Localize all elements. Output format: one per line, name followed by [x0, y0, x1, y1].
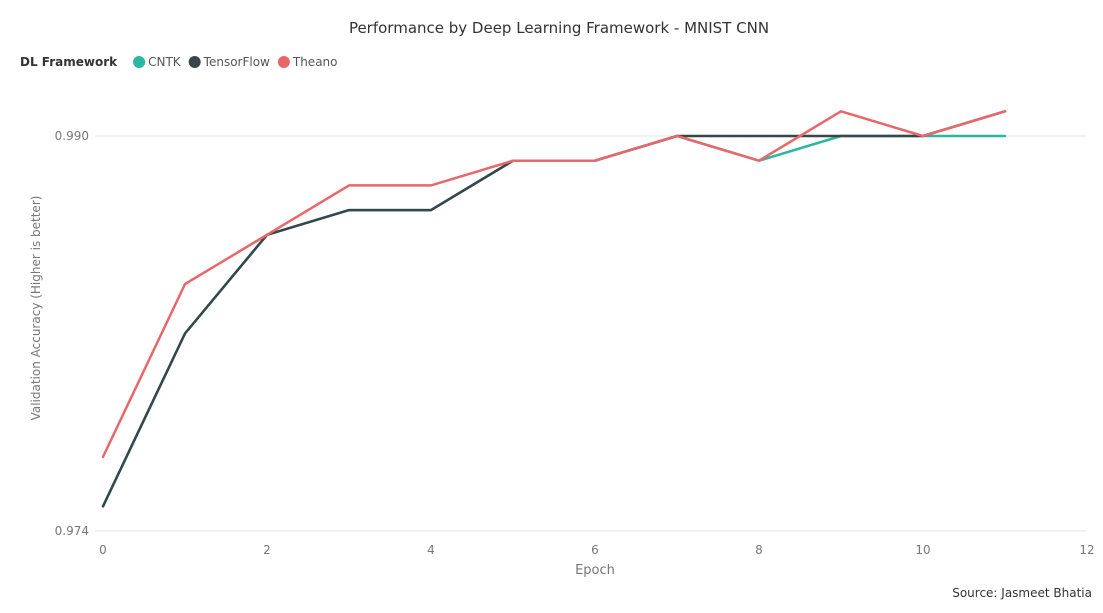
y-axis: 0.974 0.990	[55, 129, 89, 538]
x-tick-label: 0	[99, 543, 107, 557]
legend-item-tensorflow[interactable]: TensorFlow	[188, 55, 270, 69]
legend-title: DL Framework	[20, 55, 118, 69]
series-lines	[101, 110, 1007, 508]
legend-label: Theano	[292, 55, 338, 69]
gridlines	[95, 135, 1087, 532]
x-tick-label: 4	[427, 543, 435, 557]
legend-marker	[188, 56, 201, 68]
x-tick-label: 2	[263, 543, 271, 557]
x-axis-label: Epoch	[575, 563, 615, 578]
legend: DL Framework CNTK TensorFlow Theano	[20, 55, 338, 69]
x-tick-label: 6	[591, 543, 599, 557]
y-axis-label: Validation Accuracy (Higher is better)	[29, 196, 43, 421]
chart-title: Performance by Deep Learning Framework -…	[349, 19, 769, 37]
legend-label: TensorFlow	[203, 55, 270, 69]
legend-item-cntk[interactable]: CNTK	[133, 55, 182, 69]
y-tick-label: 0.990	[55, 129, 89, 143]
x-tick-label: 12	[1079, 543, 1094, 557]
series-line-cntk	[101, 134, 1007, 508]
series-line-tensorflow	[101, 110, 1007, 508]
x-tick-label: 10	[915, 543, 930, 557]
legend-item-theano[interactable]: Theano	[277, 55, 338, 69]
x-axis: 0 2 4 6 8 10 12	[99, 543, 1094, 557]
x-tick-label: 8	[755, 543, 763, 557]
y-tick-label: 0.974	[55, 524, 89, 538]
series-line-theano	[101, 110, 1007, 459]
source-note: Source: Jasmeet Bhatia	[952, 586, 1092, 600]
legend-label: CNTK	[148, 55, 182, 69]
legend-marker	[277, 56, 290, 68]
legend-marker	[133, 56, 146, 68]
